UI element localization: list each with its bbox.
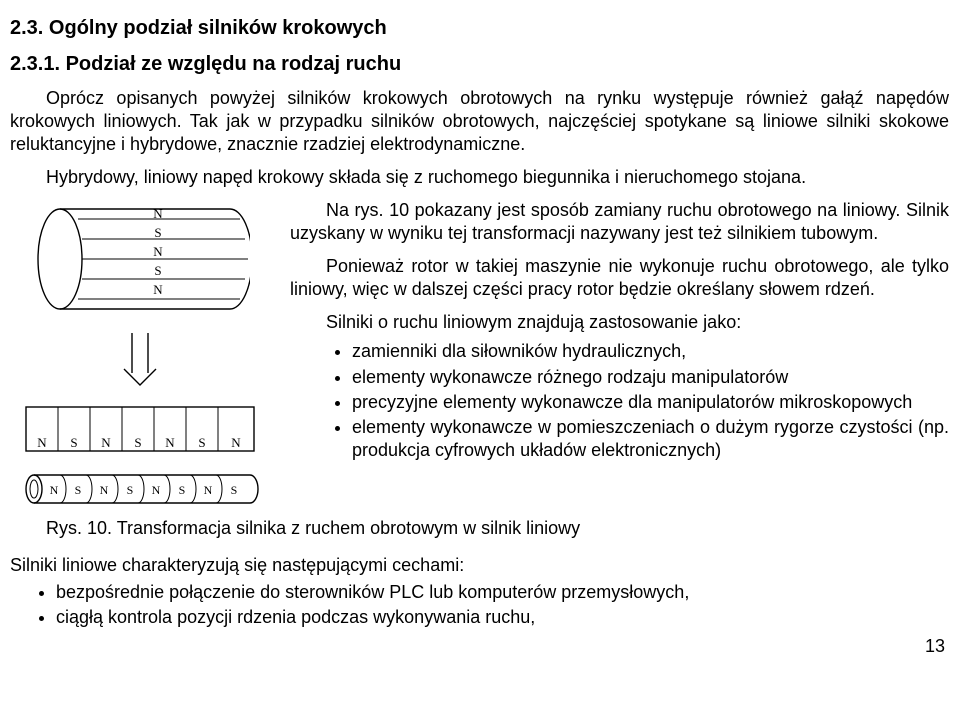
svg-text:S: S xyxy=(70,435,77,450)
list-item: elementy wykonawcze różnego rodzaju mani… xyxy=(352,366,949,389)
svg-text:N: N xyxy=(101,435,111,450)
svg-text:S: S xyxy=(179,483,186,497)
section-heading-1: 2.3. Ogólny podział silników krokowych xyxy=(10,16,949,42)
figure-column: N S N S N NSN SNS N xyxy=(10,199,270,509)
paragraph-3: Na rys. 10 pokazany jest sposób zamiany … xyxy=(290,199,949,245)
list-item: ciągłą kontrola pozycji rdzenia podczas … xyxy=(56,606,949,629)
figure-linear-tube-icon: NSN SNS NS xyxy=(20,469,260,509)
figure-flat-bar-icon: NSN SNS N xyxy=(20,399,260,459)
list-item: precyzyjne elementy wykonawcze dla manip… xyxy=(352,391,949,414)
after-paragraph: Silniki liniowe charakteryzują się nastę… xyxy=(10,554,949,577)
section-heading-2: 2.3.1. Podział ze względu na rodzaj ruch… xyxy=(10,52,949,78)
svg-text:S: S xyxy=(75,483,82,497)
figure-text-row: N S N S N NSN SNS N xyxy=(10,199,949,509)
text-column: Na rys. 10 pokazany jest sposób zamiany … xyxy=(290,199,949,509)
svg-text:N: N xyxy=(153,206,163,221)
svg-text:N: N xyxy=(152,483,161,497)
svg-text:N: N xyxy=(165,435,175,450)
svg-text:N: N xyxy=(50,483,59,497)
svg-text:N: N xyxy=(153,282,163,297)
paragraph-1: Oprócz opisanych powyżej silników krokow… xyxy=(10,87,949,156)
features-list: bezpośrednie połączenie do sterowników P… xyxy=(10,581,949,629)
svg-text:S: S xyxy=(154,225,161,240)
svg-text:S: S xyxy=(198,435,205,450)
list-item: zamienniki dla siłowników hydraulicznych… xyxy=(352,340,949,363)
svg-text:N: N xyxy=(204,483,213,497)
figure-caption: Rys. 10. Transformacja silnika z ruchem … xyxy=(10,517,949,540)
paragraph-4: Ponieważ rotor w takiej maszynie nie wyk… xyxy=(290,255,949,301)
svg-text:N: N xyxy=(37,435,47,450)
svg-text:N: N xyxy=(231,435,241,450)
svg-text:S: S xyxy=(231,483,238,497)
svg-text:N: N xyxy=(153,244,163,259)
svg-text:S: S xyxy=(127,483,134,497)
page-number: 13 xyxy=(10,635,949,658)
applications-list: zamienniki dla siłowników hydraulicznych… xyxy=(290,340,949,461)
svg-text:S: S xyxy=(134,435,141,450)
paragraph-2: Hybrydowy, liniowy napęd krokowy składa … xyxy=(10,166,949,189)
figure-cylinder-icon: N S N S N xyxy=(30,199,250,319)
figure-arrow-down-icon xyxy=(110,329,170,389)
list-intro: Silniki o ruchu liniowym znajdują zastos… xyxy=(290,311,949,334)
svg-text:S: S xyxy=(154,263,161,278)
list-item: elementy wykonawcze w pomieszczeniach o … xyxy=(352,416,949,462)
svg-text:N: N xyxy=(100,483,109,497)
list-item: bezpośrednie połączenie do sterowników P… xyxy=(56,581,949,604)
